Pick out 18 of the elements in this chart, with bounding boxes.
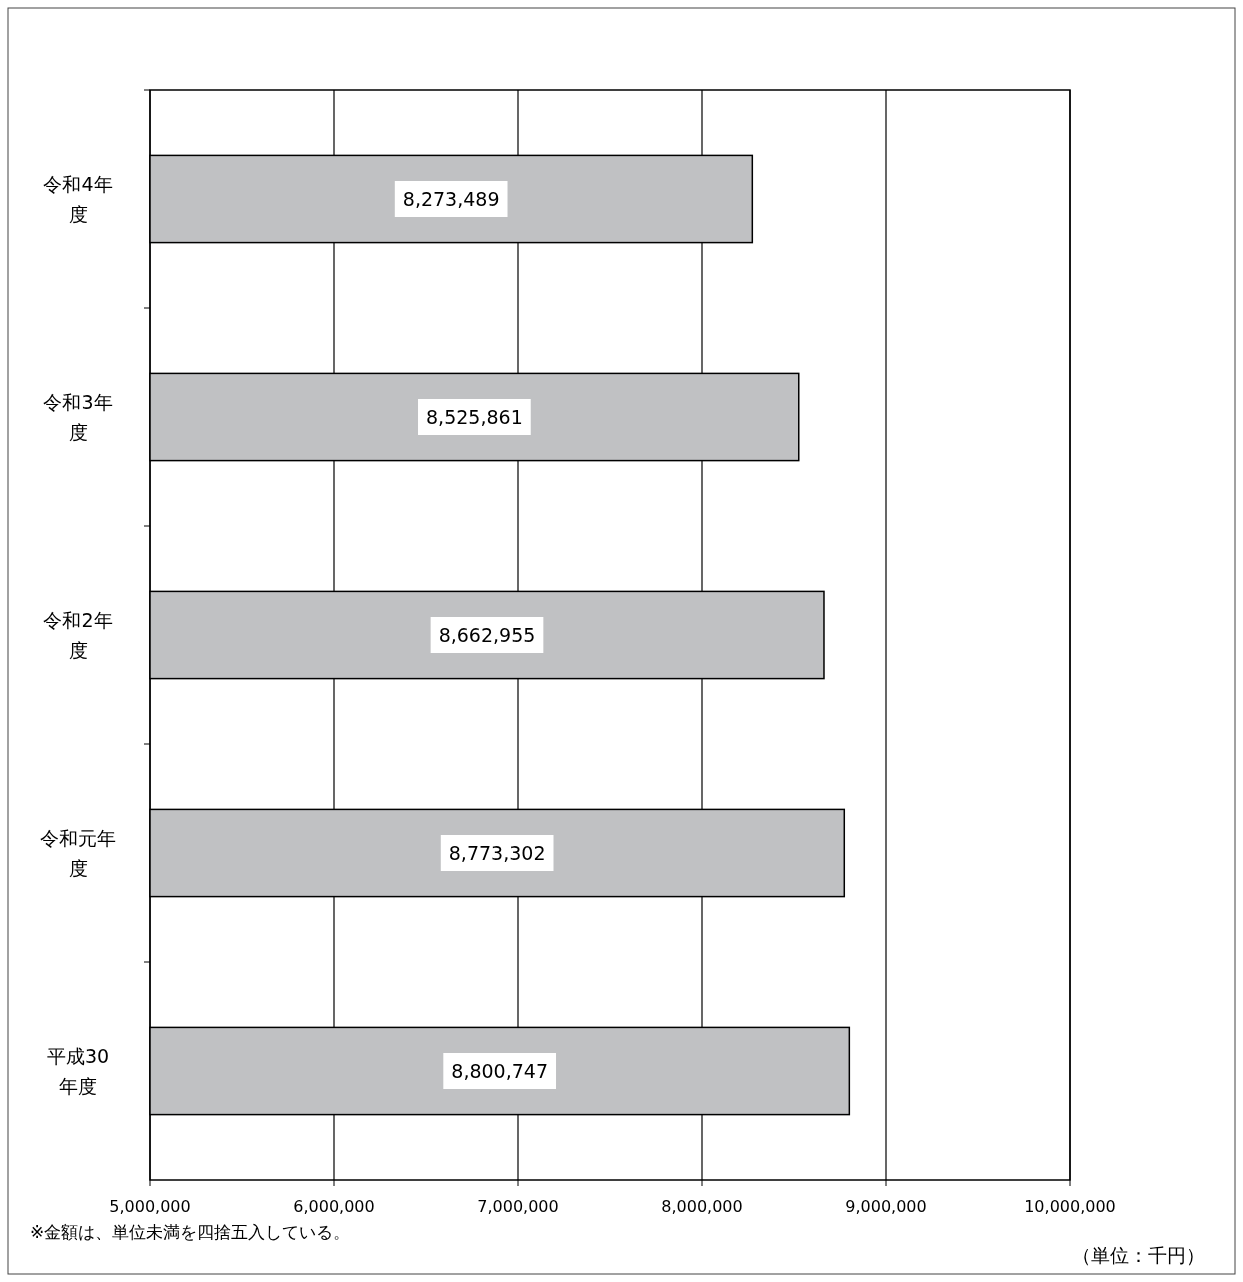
data-label: 8,662,955 [438,624,536,646]
y-tick-label: 令和元年度 [40,827,116,879]
x-tick-label: 8,000,000 [661,1197,743,1216]
x-tick-label: 9,000,000 [845,1197,927,1216]
x-tick-label: 6,000,000 [293,1197,375,1216]
y-tick-label: 平成30年度 [46,1045,110,1097]
y-tick-label: 令和2年度 [43,609,113,661]
y-tick-label: 令和4年度 [43,173,113,225]
text: ※金額は、単位未満を四捨五入している。 [30,1222,351,1242]
x-tick-label: 10,000,000 [1024,1197,1116,1216]
data-label: 8,525,861 [426,406,523,428]
data-label: 8,773,302 [448,842,546,864]
data-label: 8,800,747 [451,1060,549,1082]
x-tick-label: 5,000,000 [109,1197,191,1216]
y-tick-label: 令和3年度 [43,391,113,443]
text: （単位：千円） [1072,1244,1205,1266]
data-label: 8,273,489 [402,188,500,210]
x-tick-label: 7,000,000 [477,1197,559,1216]
